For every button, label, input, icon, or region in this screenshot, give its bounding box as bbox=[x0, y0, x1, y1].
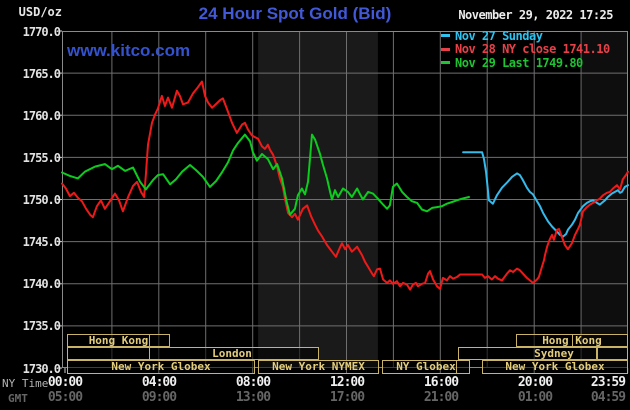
x-axis-label-gmt: 17:00 bbox=[329, 390, 365, 405]
legend-item: Nov 29 Last 1749.80 bbox=[441, 56, 610, 70]
x-axis-label-ny: 08:00 bbox=[235, 375, 271, 390]
session-box-label: London bbox=[212, 347, 252, 360]
session-box: New York NYMEX bbox=[258, 360, 379, 374]
session-box-label: NY Globex bbox=[396, 360, 456, 373]
session-box-divider bbox=[572, 335, 573, 346]
legend-item: Nov 28 NY close 1741.10 bbox=[441, 42, 610, 57]
legend-item: Nov 27 Sunday bbox=[441, 29, 610, 43]
session-box: Sydney bbox=[458, 347, 597, 360]
x-axis-label-ny: 16:00 bbox=[423, 375, 459, 390]
legend-swatch bbox=[441, 61, 450, 65]
session-box: Hong Kong bbox=[516, 334, 628, 347]
legend-label: Nov 29 Last 1749.80 bbox=[455, 55, 583, 70]
session-box-label: Sydney bbox=[534, 347, 574, 360]
page-title: 24 Hour Spot Gold (Bid) bbox=[198, 4, 392, 23]
legend-swatch bbox=[441, 47, 450, 51]
session-box: NY Globex bbox=[382, 360, 470, 374]
x-axis-label-ny: 04:00 bbox=[141, 375, 177, 390]
x-axis-label-ny: 23:59 bbox=[590, 375, 626, 390]
y-axis-label: 1730.0 bbox=[22, 361, 61, 376]
x-axis-label-gmt: 21:00 bbox=[423, 390, 459, 405]
x-axis-label-ny: 12:00 bbox=[329, 375, 365, 390]
y-axis-unit-label: USD/oz bbox=[18, 5, 62, 19]
x-axis-label-ny: 00:00 bbox=[47, 375, 83, 390]
datetime-label: November 29, 2022 17:25 bbox=[458, 8, 613, 22]
x-axis-label-gmt: 05:00 bbox=[47, 390, 83, 405]
session-box-divider bbox=[149, 348, 150, 359]
session-box-label: New York Globex bbox=[111, 360, 211, 373]
y-axis-label: 1745.0 bbox=[22, 235, 61, 250]
kitco-watermark-link[interactable]: www.kitco.com bbox=[67, 41, 191, 60]
session-box-label: New York Globex bbox=[505, 360, 605, 373]
x-axis-label-gmt: 09:00 bbox=[141, 390, 177, 405]
legend: Nov 27 Sunday Nov 28 NY close 1741.10 Nov … bbox=[441, 29, 610, 70]
x-axis-label-ny: 20:00 bbox=[517, 375, 553, 390]
session-box: New York Globex bbox=[67, 360, 255, 374]
session-box bbox=[597, 347, 628, 360]
session-box-label: New York NYMEX bbox=[272, 360, 365, 373]
legend-label: Nov 27 Sunday bbox=[455, 28, 543, 43]
y-axis-label: 1740.0 bbox=[22, 277, 61, 292]
y-axis-label: 1735.0 bbox=[22, 319, 61, 334]
session-row: New York Globex New York NYMEX NY Globex Ne… bbox=[0, 360, 630, 374]
series-line-nov-28 bbox=[61, 80, 629, 291]
legend-label: Nov 28 NY close 1741.10 bbox=[455, 42, 610, 57]
y-axis-label: 1750.0 bbox=[22, 193, 61, 207]
session-row: Hong Kong Hong Kong bbox=[0, 334, 630, 347]
y-axis-label: 1770.0 bbox=[22, 24, 61, 39]
y-axis-label: 1755.0 bbox=[22, 150, 61, 165]
series-line-nov-29 bbox=[61, 133, 470, 216]
y-axis-label: 1765.0 bbox=[22, 66, 61, 81]
session-box: New York Globex bbox=[482, 360, 628, 374]
session-box-label: Hong Kong bbox=[88, 334, 149, 347]
session-row: London Sydney bbox=[0, 347, 630, 360]
x-axis-label-gmt: 13:00 bbox=[235, 390, 271, 405]
session-box: London bbox=[67, 347, 319, 360]
legend-swatch bbox=[441, 34, 450, 38]
session-box-divider bbox=[149, 335, 150, 346]
y-axis-label: 1760.0 bbox=[22, 108, 61, 123]
x-axis-label-gmt: 01:00 bbox=[517, 390, 553, 405]
session-box-divider bbox=[456, 361, 457, 373]
session-box: Hong Kong bbox=[67, 334, 170, 347]
session-box-label: Hong Kong bbox=[542, 334, 602, 347]
ny-time-axis-label: NY Time bbox=[2, 377, 49, 390]
x-axis-label-gmt: 04:59 bbox=[590, 390, 626, 405]
series-line-nov-27-sunday bbox=[462, 151, 629, 238]
gmt-axis-label: GMT bbox=[8, 392, 28, 405]
